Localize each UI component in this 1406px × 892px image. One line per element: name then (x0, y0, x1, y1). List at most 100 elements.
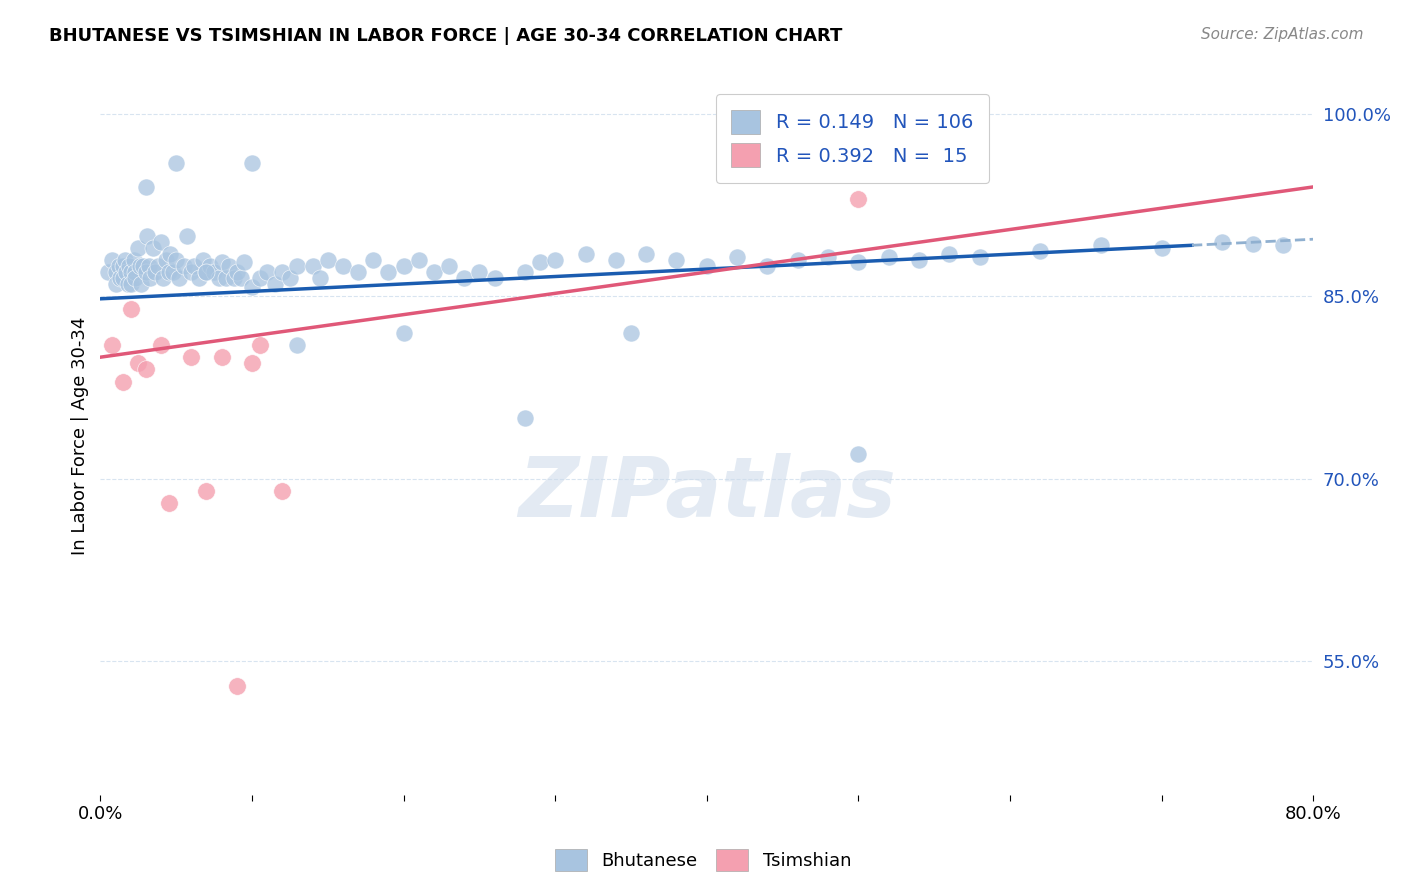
Point (195, 265, 218, 279)
Point (215, 271, 238, 285)
Point (908, 252, 931, 267)
Legend: Bhutanese, Tsimshian: Bhutanese, Tsimshian (547, 842, 859, 879)
Point (636, 247, 658, 261)
Point (198, 259, 221, 273)
Point (183, 259, 205, 273)
Point (101, 338, 124, 352)
Point (347, 265, 370, 279)
Point (574, 247, 596, 261)
Point (408, 252, 430, 267)
Point (173, 259, 195, 273)
Point (120, 265, 142, 279)
Point (138, 259, 160, 273)
Point (696, 259, 718, 273)
Point (136, 228, 159, 243)
Point (128, 259, 150, 273)
Point (114, 252, 136, 267)
Point (97, 265, 120, 279)
Text: ZIPatlas: ZIPatlas (517, 453, 896, 534)
Point (392, 326, 415, 340)
Point (225, 679, 247, 693)
Point (848, 192, 870, 206)
Point (112, 259, 135, 273)
Point (202, 265, 225, 279)
Point (155, 252, 177, 267)
Point (1090, 238, 1112, 252)
Point (1271, 238, 1294, 252)
Point (104, 265, 127, 279)
Point (146, 259, 169, 273)
Point (287, 259, 309, 273)
Point (817, 251, 839, 265)
Point (513, 265, 536, 279)
Point (231, 271, 253, 285)
Point (468, 265, 491, 279)
Point (180, 350, 202, 364)
Point (437, 259, 460, 273)
Point (112, 375, 135, 389)
Point (271, 483, 294, 498)
Point (124, 271, 146, 285)
Point (193, 252, 215, 267)
Point (249, 271, 271, 285)
Point (162, 265, 184, 279)
Point (665, 252, 688, 267)
Point (150, 338, 173, 352)
Point (135, 180, 157, 194)
Point (605, 252, 627, 267)
Point (278, 271, 301, 285)
Point (104, 277, 127, 292)
Point (195, 483, 218, 498)
Point (453, 271, 475, 285)
Point (211, 350, 233, 364)
Point (132, 259, 155, 273)
Point (157, 496, 180, 510)
Point (240, 356, 263, 370)
Point (361, 252, 384, 267)
Point (938, 247, 960, 261)
Point (1241, 237, 1264, 252)
Point (124, 265, 146, 279)
Point (195, 265, 218, 279)
Point (256, 265, 278, 279)
Point (108, 271, 131, 285)
Point (392, 259, 415, 273)
Point (725, 251, 748, 265)
Y-axis label: In Labor Force | Age 30-34: In Labor Force | Age 30-34 (72, 317, 89, 556)
Point (152, 271, 174, 285)
Point (218, 259, 240, 273)
Point (157, 265, 180, 279)
Point (271, 265, 294, 279)
Point (309, 271, 332, 285)
Point (263, 277, 285, 292)
Point (129, 277, 152, 292)
Point (120, 277, 142, 292)
Point (180, 265, 202, 279)
Point (1029, 244, 1052, 259)
Point (249, 338, 271, 352)
Text: BHUTANESE VS TSIMSHIAN IN LABOR FORCE | AGE 30-34 CORRELATION CHART: BHUTANESE VS TSIMSHIAN IN LABOR FORCE | … (49, 27, 842, 45)
Point (1150, 241, 1173, 255)
Point (127, 356, 149, 370)
Point (107, 259, 129, 273)
Point (1211, 235, 1233, 249)
Point (222, 271, 245, 285)
Point (423, 265, 446, 279)
Point (122, 252, 145, 267)
Point (117, 277, 139, 292)
Point (848, 448, 870, 462)
Point (301, 259, 323, 273)
Point (101, 252, 124, 267)
Text: Source: ZipAtlas.com: Source: ZipAtlas.com (1201, 27, 1364, 42)
Point (529, 255, 551, 269)
Point (142, 241, 165, 255)
Point (135, 265, 157, 279)
Point (165, 252, 187, 267)
Point (786, 252, 808, 267)
Point (544, 252, 567, 267)
Point (484, 271, 506, 285)
Point (513, 411, 536, 425)
Point (159, 247, 181, 261)
Point (176, 228, 198, 243)
Point (143, 265, 166, 279)
